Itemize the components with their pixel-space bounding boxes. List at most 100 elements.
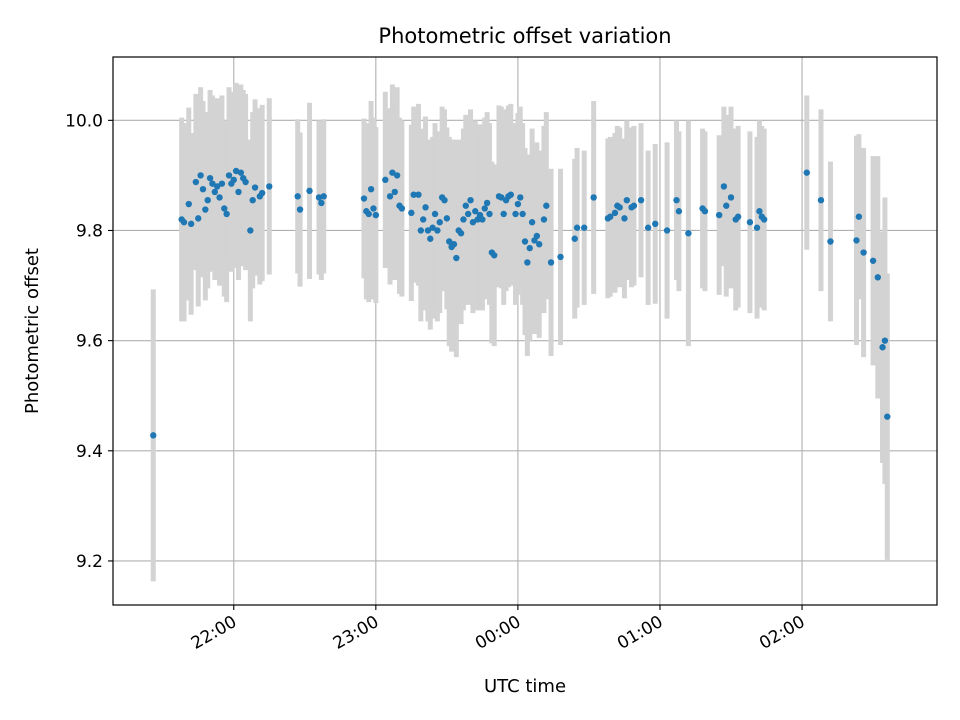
data-point: [202, 206, 209, 213]
data-point: [860, 249, 867, 256]
data-point: [410, 191, 417, 198]
data-point: [370, 205, 377, 212]
data-point: [242, 178, 249, 186]
data-point: [753, 224, 761, 231]
data-point: [884, 413, 891, 420]
data-point: [512, 210, 519, 218]
data-point: [391, 188, 398, 196]
data-point: [185, 200, 192, 208]
data-point: [573, 224, 581, 231]
data-point: [223, 210, 230, 218]
data-point: [491, 252, 498, 259]
data-point: [457, 230, 465, 237]
data-point: [429, 224, 436, 231]
data-point: [199, 185, 207, 193]
data-point: [720, 183, 728, 190]
data-point: [427, 235, 434, 242]
data-point: [419, 216, 427, 223]
data-point: [415, 191, 422, 198]
data-point: [417, 227, 425, 234]
data-point: [803, 169, 810, 176]
data-point: [204, 196, 211, 204]
data-point: [874, 274, 882, 281]
data-point: [817, 196, 825, 204]
data-point: [209, 180, 216, 187]
data-point: [372, 211, 380, 219]
data-point: [180, 219, 188, 226]
data-point: [408, 209, 415, 217]
data-point: [195, 215, 202, 222]
data-point: [571, 235, 578, 242]
data-point: [756, 208, 763, 215]
data-point: [855, 213, 863, 220]
data-point: [514, 200, 522, 208]
data-point: [398, 205, 406, 212]
data-point: [296, 206, 304, 213]
data-point: [360, 195, 368, 202]
data-point: [528, 219, 536, 226]
y-tick-label: 9.2: [76, 552, 103, 572]
data-point: [543, 202, 550, 209]
data-point: [386, 193, 394, 200]
data-point: [251, 184, 259, 191]
y-tick-label: 9.8: [76, 221, 103, 241]
data-point: [521, 238, 529, 245]
data-point: [727, 194, 735, 201]
data-point: [827, 238, 834, 245]
x-axis-label: UTC time: [484, 676, 566, 697]
data-point: [685, 230, 692, 237]
data-point: [206, 174, 214, 182]
data-point: [524, 259, 531, 266]
data-point: [213, 183, 221, 190]
data-point: [431, 210, 439, 218]
data-point: [230, 176, 237, 184]
data-point: [318, 199, 325, 207]
y-tick-label: 9.6: [76, 332, 103, 352]
data-point: [540, 216, 548, 223]
data-point: [450, 241, 458, 248]
data-point: [611, 209, 619, 217]
data-point: [746, 219, 754, 226]
data-point: [483, 199, 491, 207]
data-point: [235, 188, 242, 196]
y-axis-ticks: 9.2 9.4 9.6 9.8 10.0: [65, 111, 113, 572]
data-point: [464, 210, 472, 218]
data-point: [462, 202, 470, 209]
data-point: [630, 202, 638, 209]
data-point: [453, 254, 460, 262]
data-point: [547, 259, 555, 266]
data-point: [192, 178, 200, 186]
data-point: [557, 253, 564, 261]
data-point: [500, 210, 507, 218]
data-point: [590, 194, 597, 201]
data-point: [715, 211, 723, 219]
data-point: [221, 205, 228, 212]
data-point: [320, 193, 327, 200]
data-point: [536, 241, 543, 248]
data-point: [616, 204, 623, 211]
data-point: [580, 224, 588, 231]
plot-frame: [112, 56, 938, 606]
data-point: [673, 196, 680, 204]
data-point: [498, 194, 505, 201]
data-point: [237, 169, 245, 176]
data-point: [266, 183, 273, 190]
data-point: [701, 208, 709, 215]
data-point: [760, 216, 768, 223]
data-point: [734, 213, 742, 220]
data-point: [675, 208, 683, 215]
data-point: [469, 219, 477, 226]
data-point: [652, 220, 659, 228]
data-point: [306, 187, 313, 195]
data-point: [150, 432, 157, 439]
data-point: [467, 196, 474, 204]
data-point: [249, 196, 256, 204]
data-point: [607, 213, 614, 220]
data-point: [294, 193, 301, 200]
data-point: [879, 344, 886, 351]
data-point: [434, 227, 441, 234]
data-point: [367, 185, 375, 193]
data-point: [637, 196, 645, 204]
data-point: [218, 180, 226, 187]
